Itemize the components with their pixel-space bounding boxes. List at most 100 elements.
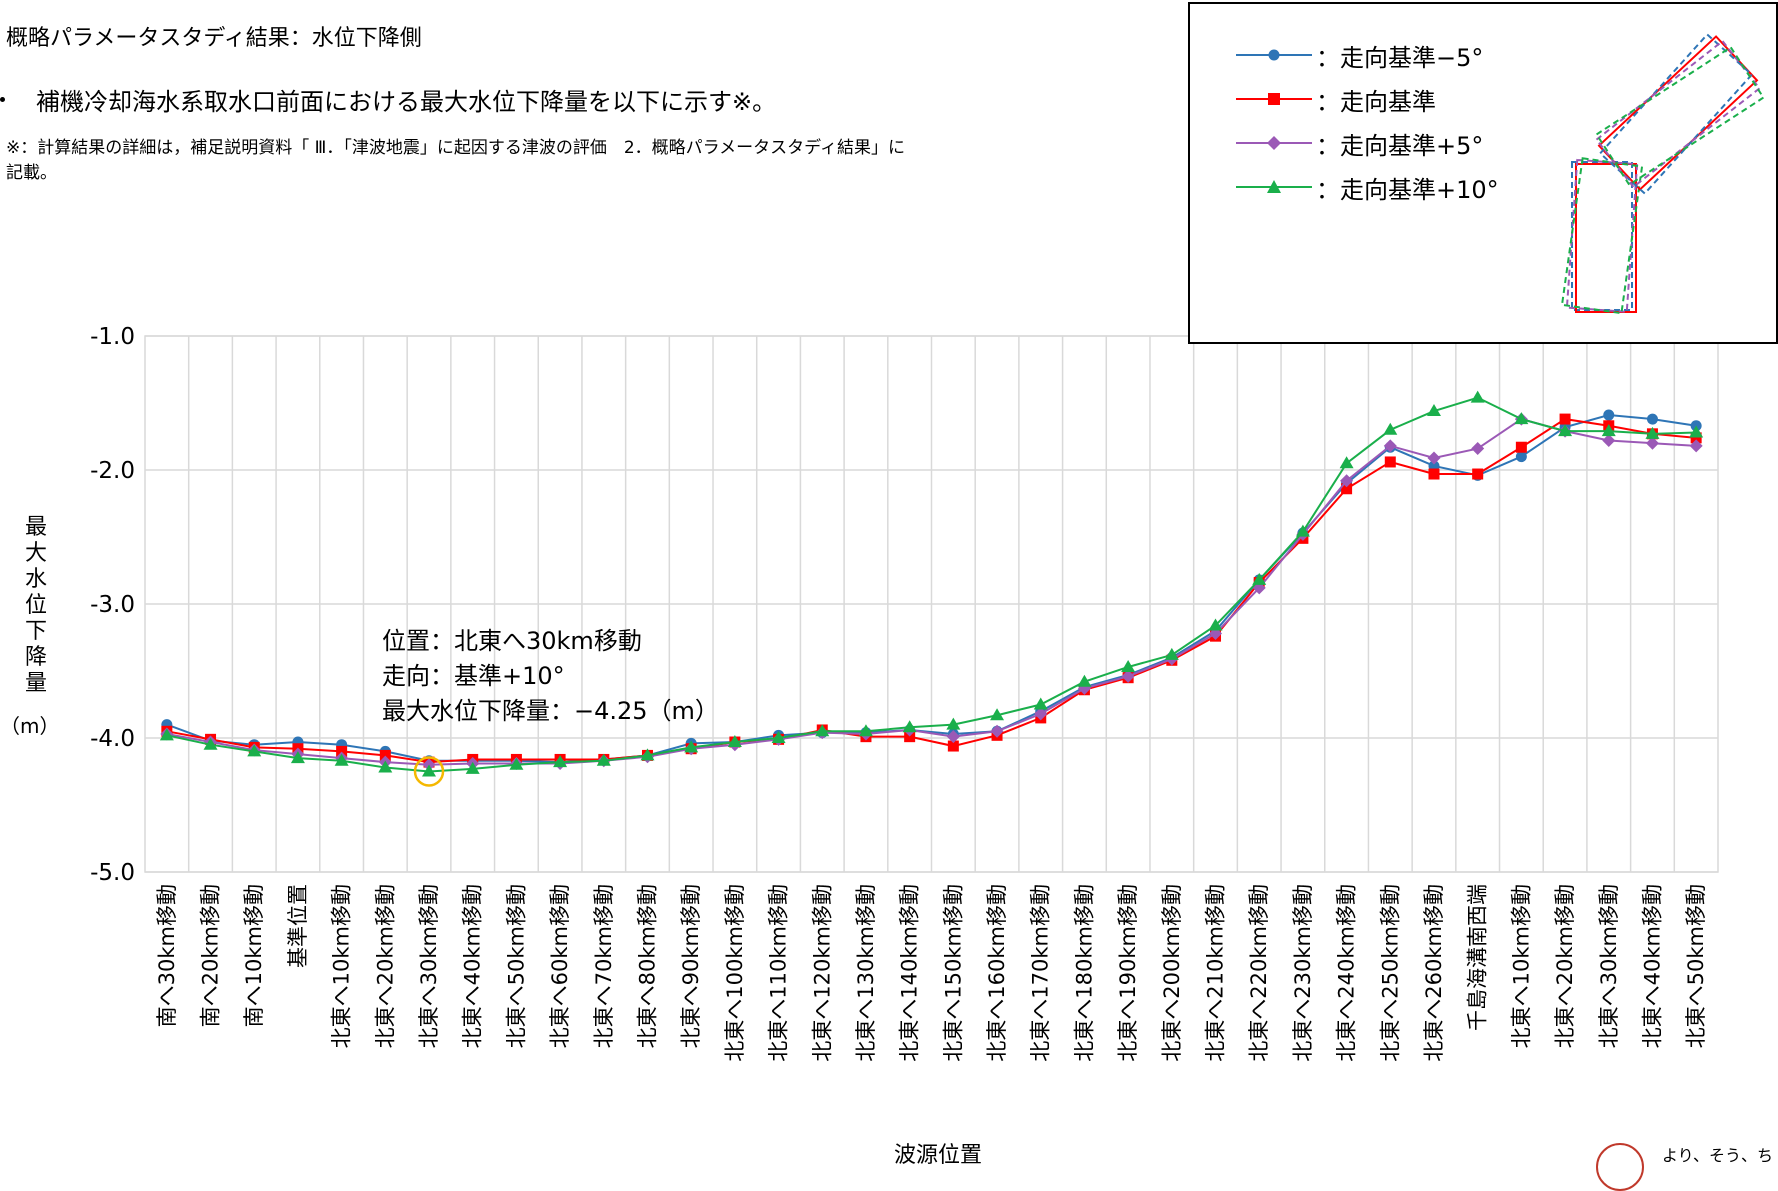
x-tick-label: 北東へ20km移動 bbox=[373, 884, 397, 1048]
x-axis-label: 波源位置 bbox=[894, 1143, 983, 1168]
x-tick-text: 北東へ20km移動 bbox=[373, 884, 397, 1048]
legend-label: ：走向基準 bbox=[1316, 87, 1436, 116]
x-tick-label: 北東へ70km移動 bbox=[592, 884, 616, 1048]
x-tick-text: 南へ10km移動 bbox=[242, 884, 266, 1027]
fault-diagram-icon bbox=[1560, 33, 1765, 315]
data-point bbox=[1426, 404, 1441, 417]
x-tick-text: 北東へ250km移動 bbox=[1378, 884, 1402, 1062]
y-tick-label: -2.0 bbox=[90, 458, 135, 484]
x-tick-label: 北東へ100km移動 bbox=[723, 884, 747, 1062]
highlight-circle bbox=[413, 756, 445, 787]
x-tick-label: 北東へ90km移動 bbox=[679, 884, 703, 1048]
data-point bbox=[1383, 439, 1397, 453]
series-line bbox=[166, 396, 1697, 773]
x-tick-label: 北東へ60km移動 bbox=[548, 884, 572, 1048]
data-point bbox=[1646, 413, 1658, 425]
data-point bbox=[947, 740, 959, 752]
x-tick-label: 基準位置 bbox=[286, 884, 310, 968]
x-tick-text: 北東へ220km移動 bbox=[1247, 884, 1271, 1062]
company-slogan: より、そう、ち bbox=[1662, 1146, 1774, 1165]
x-tick-label: 北東へ10km移動 bbox=[1509, 884, 1533, 1048]
x-tick-text: 北東へ80km移動 bbox=[635, 884, 659, 1048]
y-axis-unit: （m） bbox=[0, 714, 60, 738]
x-tick-label: 北東へ190km移動 bbox=[1116, 884, 1140, 1062]
x-tick-label: 北東へ110km移動 bbox=[767, 884, 791, 1062]
x-tick-label: 北東へ160km移動 bbox=[985, 884, 1009, 1062]
data-point bbox=[1601, 424, 1616, 437]
data-point bbox=[203, 737, 218, 750]
x-tick-label: 北東へ150km移動 bbox=[941, 884, 965, 1062]
x-tick-label: 北東へ220km移動 bbox=[1247, 884, 1271, 1062]
x-tick-text: 南へ20km移動 bbox=[199, 884, 223, 1027]
y-axis-label-char: 位 bbox=[24, 593, 47, 618]
annotation-location: 位置：北東へ30km移動 bbox=[382, 627, 642, 655]
data-point bbox=[1514, 412, 1529, 425]
data-point bbox=[509, 757, 524, 770]
x-tick-label: 北東へ170km移動 bbox=[1029, 884, 1053, 1062]
x-tick-text: 北東へ90km移動 bbox=[679, 884, 703, 1048]
x-tick-text: 北東へ50km移動 bbox=[1684, 884, 1708, 1048]
x-tick-label: 北東へ80km移動 bbox=[635, 884, 659, 1048]
x-tick-text: 北東へ40km移動 bbox=[1640, 884, 1664, 1048]
x-tick-text: 北東へ200km移動 bbox=[1160, 884, 1184, 1062]
legend-label: ：走向基準+5° bbox=[1316, 131, 1484, 160]
x-tick-label: 北東へ260km移動 bbox=[1422, 884, 1446, 1062]
data-point bbox=[159, 728, 174, 741]
data-point bbox=[1383, 422, 1398, 435]
data-point bbox=[1690, 432, 1702, 444]
footnote: ※：計算結果の詳細は，補足説明資料「 Ⅲ．「津波地震」に起因する津波の評価 2．… bbox=[6, 138, 905, 183]
data-point bbox=[640, 748, 655, 761]
x-tick-text: 北東へ30km移動 bbox=[417, 884, 441, 1048]
x-tick-text: 北東へ260km移動 bbox=[1422, 884, 1446, 1062]
data-point bbox=[858, 724, 873, 737]
data-point bbox=[334, 753, 349, 766]
x-tick-label: 北東へ50km移動 bbox=[504, 884, 528, 1048]
data-point bbox=[1515, 451, 1527, 463]
y-axis-label-char: 下 bbox=[24, 619, 47, 644]
data-point bbox=[379, 749, 391, 761]
x-tick-label: 北東へ40km移動 bbox=[461, 884, 485, 1048]
x-tick-text: 南へ30km移動 bbox=[155, 884, 179, 1027]
data-point bbox=[902, 720, 917, 733]
line-chart: -1.0 -2.0 -3.0 -4.0 -5.0 南へ30km移動 南へ20km移動 南へ10… bbox=[90, 324, 1719, 1062]
x-tick-text: 北東へ170km移動 bbox=[1029, 884, 1053, 1062]
y-tick-label: -5.0 bbox=[90, 860, 135, 886]
data-point bbox=[1645, 436, 1659, 450]
x-tick-label: 北東へ200km移動 bbox=[1160, 884, 1184, 1062]
y-axis-label-char: 大 bbox=[24, 541, 47, 566]
data-point bbox=[1602, 434, 1616, 448]
company-logo bbox=[1596, 1143, 1644, 1191]
data-point bbox=[1339, 456, 1354, 469]
x-tick-text: 北東へ240km移動 bbox=[1335, 884, 1359, 1062]
data-point bbox=[1121, 659, 1136, 672]
data-point bbox=[1689, 439, 1703, 453]
legend-item-minus5: ：走向基準−5° bbox=[1234, 40, 1483, 72]
data-point bbox=[1645, 426, 1660, 439]
data-point bbox=[771, 731, 786, 743]
legend-box: ：走向基準−5° ：走向基準 ：走向基準+5° ：走向基準+10° bbox=[1188, 2, 1778, 344]
x-tick-label: 北東へ180km移動 bbox=[1072, 884, 1096, 1062]
data-point bbox=[904, 731, 916, 743]
data-point bbox=[1340, 474, 1354, 488]
series-4 bbox=[159, 390, 1704, 777]
x-tick-label: 千島海溝南西端 bbox=[1466, 884, 1490, 1031]
x-tick-text: 北東へ60km移動 bbox=[548, 884, 572, 1048]
y-axis-label-char: 水 bbox=[24, 567, 47, 592]
data-point bbox=[815, 724, 830, 737]
data-point bbox=[1121, 669, 1135, 683]
data-point bbox=[378, 760, 393, 773]
x-tick-label: 南へ30km移動 bbox=[155, 884, 179, 1027]
x-tick-text: 千島海溝南西端 bbox=[1466, 884, 1490, 1031]
x-tick-label: 北東へ10km移動 bbox=[330, 884, 354, 1048]
legend-item-base: ：走向基準 bbox=[1234, 84, 1436, 116]
data-point bbox=[553, 755, 568, 768]
data-point bbox=[1471, 442, 1485, 456]
x-tick-label: 北東へ50km移動 bbox=[1684, 884, 1708, 1048]
legend-marker-triangle-icon bbox=[1236, 180, 1312, 193]
annotation-max-drop: 最大水位下降量：−4.25（m） bbox=[382, 697, 719, 725]
data-point bbox=[1472, 468, 1484, 480]
legend-marker-diamond-icon bbox=[1236, 136, 1312, 150]
data-point bbox=[1558, 424, 1573, 437]
x-tick-text: 北東へ230km移動 bbox=[1291, 884, 1315, 1062]
x-tick-text: 北東へ180km移動 bbox=[1072, 884, 1096, 1062]
